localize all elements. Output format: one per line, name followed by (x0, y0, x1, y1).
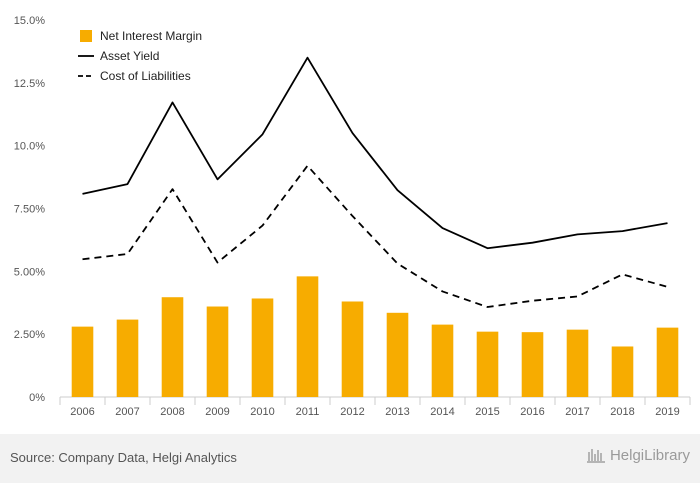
legend-swatch (80, 30, 92, 42)
x-tick-label: 2008 (160, 406, 184, 418)
chart-svg: 0% 2.50% 5.00% 7.50% 10.0% 12.5% 15.0% 2006 2007… (14, 15, 691, 418)
x-tick-label: 2013 (385, 406, 409, 418)
y-tick-label: 12.5% (14, 78, 45, 90)
y-tick-label: 5.00% (14, 266, 45, 278)
bar (566, 329, 589, 397)
legend-label: Asset Yield (100, 49, 159, 63)
library-icon (586, 449, 605, 463)
y-tick-label: 7.50% (14, 204, 45, 216)
x-tick-label: 2016 (520, 406, 544, 418)
y-tick-label: 10.0% (14, 141, 45, 153)
x-tick-label: 2011 (296, 406, 320, 418)
bar (521, 332, 544, 397)
x-tick-label: 2009 (205, 406, 229, 418)
y-tick-label: 0% (29, 392, 45, 404)
bar (476, 331, 499, 397)
brand-name: HelgiLibrary (609, 446, 690, 464)
bar (116, 319, 139, 397)
cost-of-liabilities-line (82, 164, 668, 308)
bar (251, 298, 274, 397)
x-tick-label: 2006 (70, 406, 94, 418)
x-tick-label: 2015 (475, 406, 499, 418)
bar (296, 276, 319, 397)
bar (161, 297, 184, 397)
bar (611, 346, 634, 397)
bar (656, 327, 679, 397)
x-tick-label: 2014 (430, 406, 454, 418)
x-tick-label: 2010 (250, 406, 274, 418)
y-tick-label: 2.50% (14, 329, 45, 341)
x-tick-label: 2012 (340, 406, 364, 418)
brand-logo[interactable]: HelgiLibrary (586, 446, 690, 464)
bar (71, 326, 94, 397)
x-tick-label: 2007 (115, 406, 139, 418)
x-tick-label: 2019 (655, 406, 679, 418)
x-tick-label: 2018 (610, 406, 634, 418)
source-note: Source: Company Data, Helgi Analytics (10, 450, 237, 465)
bar (386, 312, 409, 397)
bar (341, 301, 364, 397)
bar (206, 306, 229, 397)
bar (431, 324, 454, 397)
x-tick-label: 2017 (565, 406, 589, 418)
legend-label: Cost of Liabilities (100, 69, 191, 83)
legend-label: Net Interest Margin (100, 29, 202, 43)
asset-yield-line (82, 56, 668, 250)
footer: Source: Company Data, Helgi Analytics He… (0, 434, 700, 483)
y-tick-label: 15.0% (14, 15, 45, 27)
